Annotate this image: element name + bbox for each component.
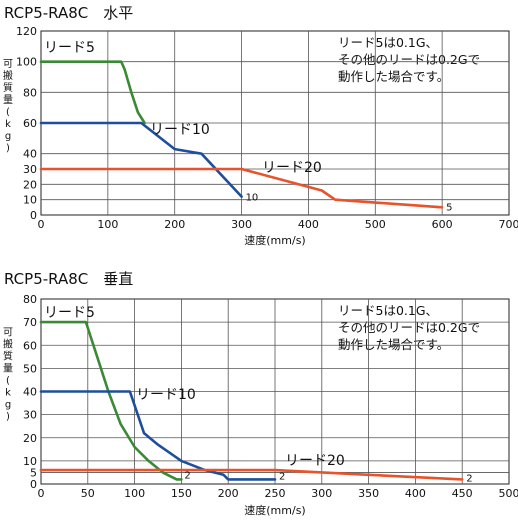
chart-1-x-tick-label: 400 [298, 218, 319, 231]
chart-2-x-tick-label: 450 [452, 487, 473, 500]
chart-2-y-axis-label-char: k [5, 388, 11, 399]
chart-1-y-tick-label: 10 [23, 194, 37, 207]
chart-1-x-tick-label: 600 [432, 218, 453, 231]
chart-2-series-end-label-1: 2 [184, 470, 190, 481]
chart-2-x-tick-label: 250 [265, 487, 286, 500]
chart-1-y-tick-label: 60 [23, 117, 37, 130]
chart-1-note-line-2: その他のリードは0.2Gで [338, 52, 480, 67]
chart-2-y-tick-label: 80 [23, 293, 37, 306]
chart-2-x-tick-label: 200 [218, 487, 239, 500]
chart-2-x-tick-label: 350 [358, 487, 379, 500]
chart-1-y-tick-label: 30 [23, 163, 37, 176]
chart-2-series-end-label-2: 2 [279, 471, 285, 482]
chart-2-series-label-2: リード10 [136, 387, 196, 403]
chart-1-title: RCP5-RA8C 水平 [4, 4, 133, 22]
chart-1-series-label-1: リード5 [44, 40, 95, 56]
chart-1-y-axis-label-char: k [5, 119, 11, 130]
chart-1-y-axis-label-char: ( [6, 107, 10, 118]
chart-2-y-axis-label-char: 量 [3, 363, 13, 375]
chart-1-series-label-3: リード20 [262, 160, 322, 176]
chart-2-y-tick-label: 10 [23, 455, 37, 468]
chart-2-y-axis-label-char: 可 [3, 328, 13, 339]
chart-2-y-tick-label: 5 [30, 466, 37, 479]
chart-2-y-tick-label: 30 [23, 409, 37, 422]
chart-2-y-tick-label: 20 [23, 432, 37, 445]
chart-2-x-tick-label: 500 [499, 487, 518, 500]
chart-2-x-tick-label: 150 [171, 487, 192, 500]
chart-2-y-axis-label-char: g [5, 400, 11, 411]
chart-1-series-line-2 [41, 123, 242, 197]
chart-1-y-tick-label: 80 [23, 86, 37, 99]
chart-1-series-end-label-2: 10 [246, 193, 259, 204]
chart-2-note-line-1: リード5は0.1G、 [338, 303, 438, 318]
chart-2-series-end-label-3: 2 [466, 473, 472, 484]
chart-2-series-label-3: リード20 [285, 453, 345, 469]
chart-2-x-tick-label: 0 [38, 487, 45, 500]
chart-1-y-axis-label-char: 可 [3, 59, 13, 70]
chart-2-y-axis-label-char: ) [6, 412, 10, 423]
chart-1-x-axis-label: 速度(mm/s) [244, 233, 305, 247]
chart-1-y-axis-label-char: 量 [3, 94, 13, 106]
chart-1-x-tick-label: 0 [38, 218, 45, 231]
chart-2-series-label-1: リード5 [44, 305, 95, 321]
chart-2-y-tick-label: 70 [23, 316, 37, 329]
chart-2-x-tick-label: 100 [124, 487, 145, 500]
chart-1-y-tick-label: 100 [16, 56, 37, 69]
chart-2-y-tick-label: 50 [23, 362, 37, 375]
chart-1-series-end-label-3: 5 [446, 202, 452, 213]
chart-2-y-tick-label: 60 [23, 339, 37, 352]
chart-1-note-line-1: リード5は0.1G、 [338, 35, 438, 50]
chart-1-y-tick-label: 120 [16, 25, 37, 38]
chart-1-y-tick-label: 20 [23, 178, 37, 191]
chart-1-x-tick-label: 500 [365, 218, 386, 231]
chart-2-series-line-3 [41, 470, 462, 479]
chart-1-y-tick-label: 0 [30, 209, 37, 222]
chart-1-y-tick-label: 40 [23, 148, 37, 161]
chart-1-note-line-3: 動作した場合です。 [338, 69, 449, 84]
chart-2-x-tick-label: 50 [81, 487, 95, 500]
chart-2-y-axis-label-char: ( [6, 376, 10, 387]
chart-1-y-axis-label-char: ) [6, 143, 10, 154]
chart-2-x-tick-label: 300 [311, 487, 332, 500]
chart-2-y-tick-label: 0 [30, 478, 37, 491]
chart-2-y-axis-label-char: 搬 [3, 338, 13, 351]
chart-2-y-axis-label-char: 質 [3, 350, 13, 363]
chart-2-note-line-3: 動作した場合です。 [338, 337, 449, 352]
chart-1-x-tick-label: 300 [231, 218, 252, 231]
chart-1-series-label-2: リード10 [150, 122, 210, 138]
chart-1-y-axis-label-char: g [5, 131, 11, 142]
chart-1-x-tick-label: 100 [97, 218, 118, 231]
chart-2-x-axis-label: 速度(mm/s) [244, 503, 305, 517]
chart-2-y-tick-label: 40 [23, 386, 37, 399]
chart-1-y-axis-label-char: 質 [3, 81, 13, 94]
chart-2-series-line-2 [41, 392, 275, 480]
chart-1-x-tick-label: 700 [499, 218, 518, 231]
chart-2-x-tick-label: 400 [405, 487, 426, 500]
chart-2-title: RCP5-RA8C 垂直 [4, 270, 133, 288]
chart-1-y-axis-label-char: 搬 [3, 69, 13, 82]
chart-1-x-tick-label: 200 [164, 218, 185, 231]
